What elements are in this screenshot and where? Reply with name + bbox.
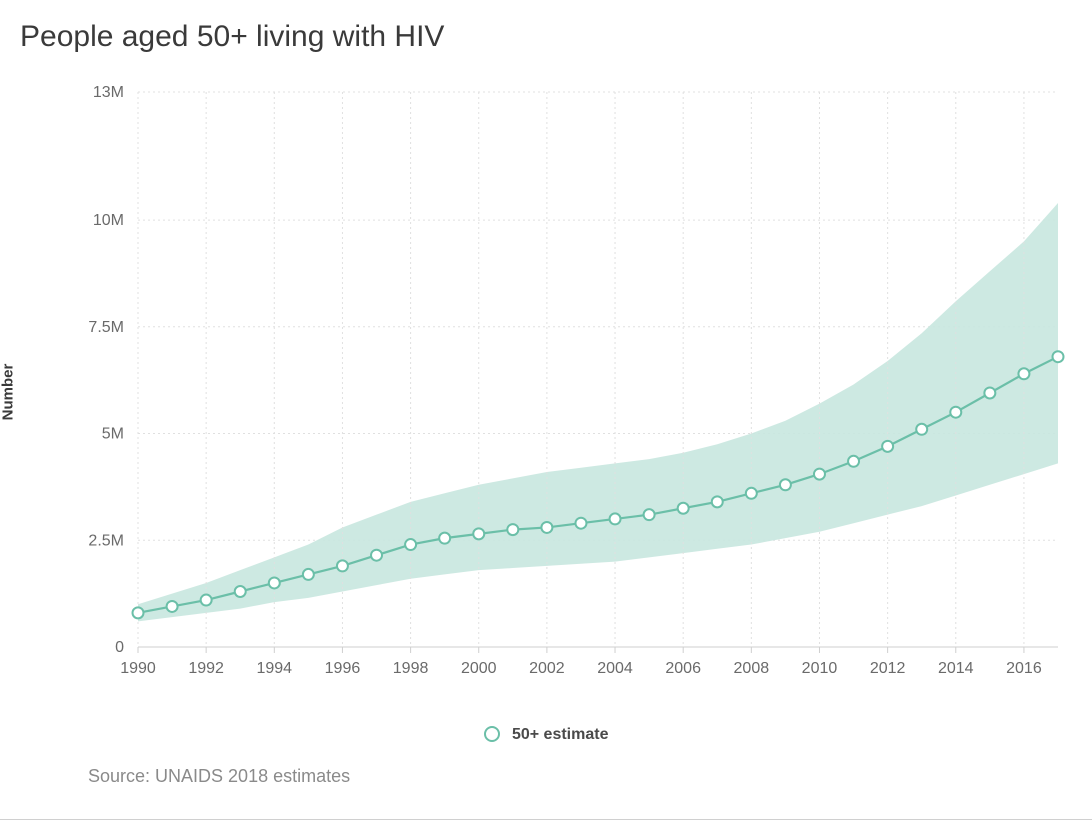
data-point xyxy=(950,407,961,418)
chart-legend: 50+ estimate xyxy=(18,726,1074,744)
chart-svg: 0 2.5M 5M 7.5M 10M 13M 1990 1992 1994 1996 1998 200… xyxy=(18,72,1074,712)
data-point xyxy=(780,479,791,490)
chart-container: People aged 50+ living with HIV Number 0… xyxy=(0,0,1092,820)
data-point xyxy=(644,509,655,520)
data-point xyxy=(678,503,689,514)
svg-text:10M: 10M xyxy=(93,212,124,229)
data-point xyxy=(814,469,825,480)
svg-text:2016: 2016 xyxy=(1006,660,1042,677)
data-point xyxy=(610,513,621,524)
chart-title: People aged 50+ living with HIV xyxy=(20,20,1074,54)
svg-text:2002: 2002 xyxy=(529,660,565,677)
svg-text:1996: 1996 xyxy=(325,660,361,677)
data-point xyxy=(1053,351,1064,362)
svg-text:2012: 2012 xyxy=(870,660,906,677)
data-point xyxy=(473,528,484,539)
legend-marker-icon xyxy=(484,726,500,742)
svg-text:2008: 2008 xyxy=(734,660,770,677)
svg-text:2010: 2010 xyxy=(802,660,838,677)
svg-text:13M: 13M xyxy=(93,84,124,101)
svg-text:2004: 2004 xyxy=(597,660,633,677)
data-point xyxy=(575,518,586,529)
data-point xyxy=(371,550,382,561)
svg-text:7.5M: 7.5M xyxy=(88,319,124,336)
data-point xyxy=(269,577,280,588)
data-point xyxy=(235,586,246,597)
confidence-band xyxy=(138,203,1058,621)
chart-plot-wrap: Number 02.5M5M7.5M10M13M1990199219941996… xyxy=(18,72,1074,712)
data-point xyxy=(1018,368,1029,379)
data-point xyxy=(712,496,723,507)
y-axis-label: Number xyxy=(0,364,17,421)
svg-text:2000: 2000 xyxy=(461,660,497,677)
data-point xyxy=(916,424,927,435)
data-point xyxy=(167,601,178,612)
data-point xyxy=(337,560,348,571)
svg-text:1990: 1990 xyxy=(120,660,156,677)
data-point xyxy=(439,533,450,544)
data-point xyxy=(848,456,859,467)
data-point xyxy=(507,524,518,535)
data-point xyxy=(746,488,757,499)
data-point xyxy=(541,522,552,533)
chart-source: Source: UNAIDS 2018 estimates xyxy=(88,766,1074,787)
svg-text:5M: 5M xyxy=(102,426,124,443)
svg-text:0: 0 xyxy=(115,639,124,656)
data-point xyxy=(133,607,144,618)
svg-text:2014: 2014 xyxy=(938,660,974,677)
data-point xyxy=(201,595,212,606)
data-point xyxy=(984,387,995,398)
data-point xyxy=(882,441,893,452)
svg-text:1992: 1992 xyxy=(188,660,224,677)
svg-text:2006: 2006 xyxy=(665,660,701,677)
data-point xyxy=(405,539,416,550)
data-point xyxy=(303,569,314,580)
legend-label: 50+ estimate xyxy=(512,726,609,743)
svg-text:1994: 1994 xyxy=(256,660,292,677)
svg-text:2.5M: 2.5M xyxy=(88,532,124,549)
svg-text:1998: 1998 xyxy=(393,660,429,677)
